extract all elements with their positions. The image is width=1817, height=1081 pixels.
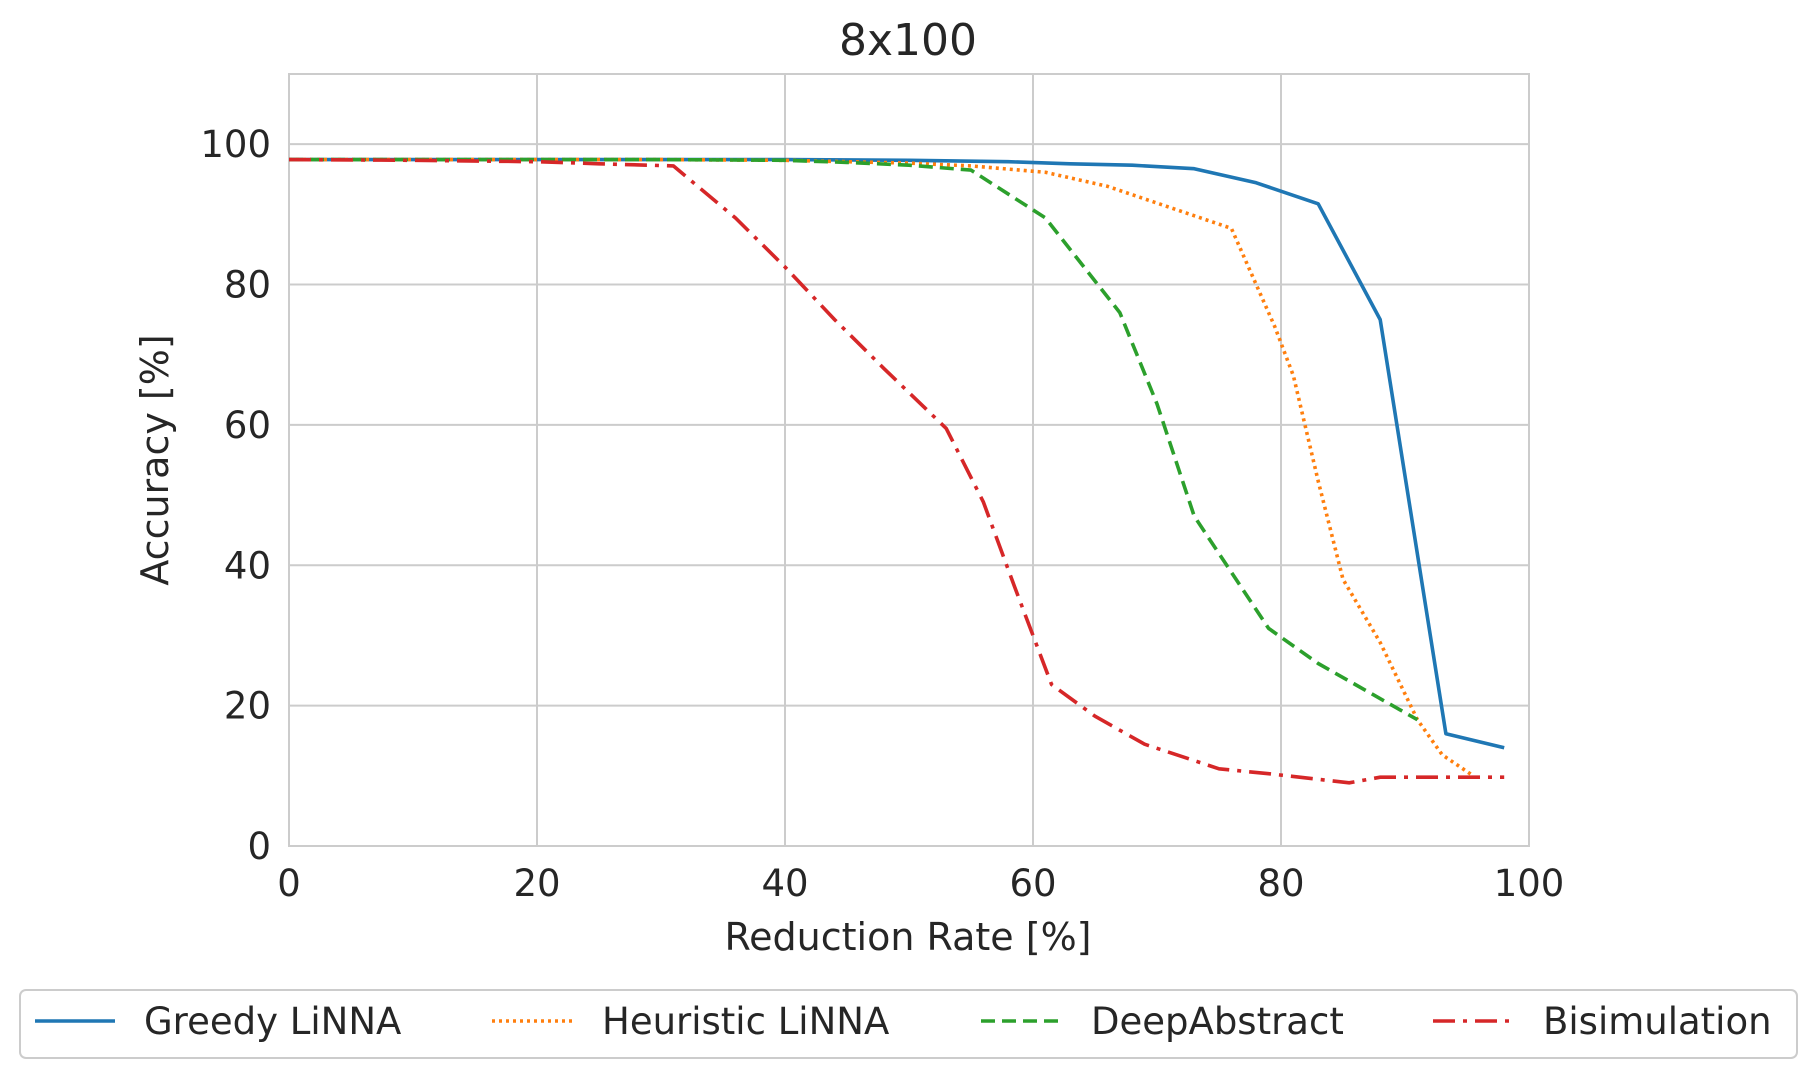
series-layer [288, 157, 1505, 785]
legend-label: Heuristic LiNNA [602, 1000, 889, 1043]
x-tick-label: 60 [1009, 862, 1056, 905]
x-tick-label: 0 [277, 862, 301, 905]
legend-frame [19, 989, 1798, 1059]
legend-label: Bisimulation [1543, 1000, 1772, 1043]
chart-title: 8x100 [839, 15, 977, 66]
y-tick-label: 20 [224, 685, 271, 728]
x-tick-label: 40 [761, 862, 808, 905]
grid [288, 74, 1530, 847]
series-line-4 [288, 157, 1505, 785]
legend: Greedy LiNNA Heuristic LiNNA DeepAbstract B… [19, 989, 1798, 1059]
series-line-3 [289, 157, 1419, 722]
tick-labels: 0 20 40 60 80 100 0 20 40 60 80 100 [200, 123, 1564, 905]
x-axis-label: Reduction Rate [%] [724, 915, 1091, 959]
y-tick-label: 40 [224, 544, 271, 587]
y-tick-label: 60 [224, 404, 271, 447]
x-tick-label: 100 [1494, 862, 1565, 905]
legend-label: Greedy LiNNA [144, 1000, 401, 1043]
y-tick-label: 0 [247, 825, 271, 868]
x-tick-label: 20 [513, 862, 560, 905]
x-tick-label: 80 [1257, 862, 1304, 905]
y-tick-label: 100 [200, 123, 271, 166]
series-line-2 [289, 157, 1475, 778]
y-axis-label: Accuracy [%] [133, 334, 177, 585]
plot-frame [288, 73, 1530, 847]
legend-label: DeepAbstract [1091, 1000, 1344, 1043]
y-tick-label: 80 [224, 264, 271, 307]
